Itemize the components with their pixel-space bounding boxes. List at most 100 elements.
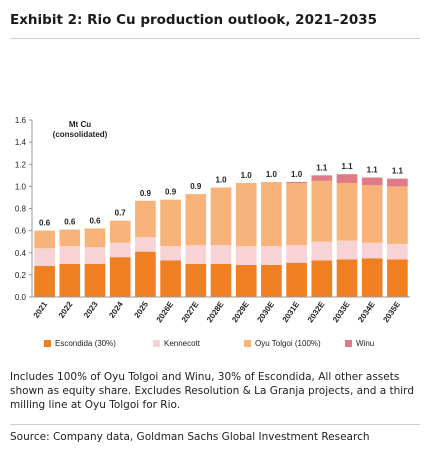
bar-segment xyxy=(59,263,81,297)
legend-swatch xyxy=(44,340,51,347)
total-label: 1.0 xyxy=(215,175,227,184)
y-tick-label: 0.4 xyxy=(15,249,27,258)
total-label: 0.7 xyxy=(115,209,127,218)
y-tick-label: 1.2 xyxy=(15,160,27,169)
legend-label: Winu xyxy=(356,339,374,348)
x-axis: 2021 2022 2023 2024 2025 2026E 2027E 2028E 2029E… xyxy=(32,296,410,324)
bar-segment xyxy=(210,245,232,264)
unit-label-line: (consolidated) xyxy=(53,130,108,139)
unit-label-line: Mt Cu xyxy=(69,120,91,129)
y-tick-label: 0.2 xyxy=(15,271,27,280)
bar-segment xyxy=(185,263,207,297)
bar-segment xyxy=(135,200,156,238)
x-tick-label: 2025 xyxy=(132,300,150,320)
x-tick-label: 2033E xyxy=(331,299,352,324)
bar-segment xyxy=(185,194,207,246)
total-label: 0.9 xyxy=(165,188,177,197)
legend-label: Oyu Tolgoi (100%) xyxy=(255,339,321,348)
bar-segment xyxy=(261,181,282,247)
production-chart: 0.0 0.2 0.4 0.6 0.8 1.0 1.2 1.4 1.6 0.6 0.6 0.6 0.7… xyxy=(15,116,410,348)
legend-swatch xyxy=(345,340,352,347)
x-tick-label: 2032E xyxy=(306,299,327,324)
bar-segment xyxy=(59,229,81,247)
total-label: 1.0 xyxy=(266,170,278,179)
total-label: 0.6 xyxy=(89,216,101,225)
bar-segment xyxy=(59,246,81,264)
bar-segment xyxy=(84,228,106,248)
bar-segment xyxy=(235,183,257,247)
total-label: 1.1 xyxy=(392,167,404,176)
bar-segment xyxy=(160,260,181,297)
x-tick-label: 2030E xyxy=(255,299,276,324)
bar-segment xyxy=(34,248,55,267)
y-tick-label: 0.0 xyxy=(15,293,27,302)
bar-segment xyxy=(387,186,408,244)
bar-segment xyxy=(311,180,333,242)
legend-label: Escondida (30%) xyxy=(55,339,116,348)
bar-segment xyxy=(336,174,358,184)
bar-segment xyxy=(311,241,333,261)
bar-segment xyxy=(109,257,131,297)
bar-segment xyxy=(361,242,383,259)
source-line: Source: Company data, Goldman Sachs Glob… xyxy=(10,431,370,443)
bar-segment xyxy=(286,245,307,263)
bar-segment xyxy=(34,230,55,249)
title-divider xyxy=(10,38,420,39)
bar-stacks xyxy=(34,174,408,297)
bar-segment xyxy=(311,260,333,297)
bar-segment xyxy=(361,258,383,297)
bar-segment xyxy=(109,220,131,243)
bar-segment xyxy=(109,242,131,258)
bar-segment xyxy=(286,262,307,297)
source-divider xyxy=(10,424,420,425)
bar-segment xyxy=(160,246,181,261)
bar-segment xyxy=(135,251,156,297)
total-label: 0.6 xyxy=(64,218,76,227)
bar-segment xyxy=(235,264,257,297)
x-tick-label: 2027E xyxy=(180,299,201,324)
chart-legend: Escondida (30%) Kennecott Oyu Tolgoi (100%… xyxy=(44,339,374,348)
x-tick-label: 2021 xyxy=(32,300,50,320)
bar-segment xyxy=(261,246,282,265)
total-label: 1.0 xyxy=(291,170,303,179)
x-tick-label: 2026E xyxy=(155,299,176,324)
total-labels: 0.6 0.6 0.6 0.7 0.9 0.9 0.9 1.0 1.0 1.0 1.0 1.1 1.1 1… xyxy=(39,162,403,227)
bar-segment xyxy=(311,175,333,181)
bar-segment xyxy=(84,263,106,297)
x-tick-label: 2024 xyxy=(107,300,125,320)
bar-segment xyxy=(336,240,358,260)
bar-segment xyxy=(361,177,383,186)
bar-segment xyxy=(210,187,232,246)
x-tick-label: 2028E xyxy=(205,299,226,324)
x-tick-label: 2029E xyxy=(230,299,251,324)
bar-segment xyxy=(34,266,55,297)
x-tick-label: 2031E xyxy=(281,299,302,324)
bar-segment xyxy=(235,246,257,265)
bar-segment xyxy=(336,259,358,297)
bar-segment xyxy=(387,243,408,260)
bar-segment xyxy=(261,264,282,297)
y-tick-label: 1.4 xyxy=(15,138,27,147)
bar-segment xyxy=(336,183,358,241)
total-label: 1.1 xyxy=(367,166,379,175)
bar-segment xyxy=(135,237,156,252)
bar-segment xyxy=(286,181,307,184)
x-tick-label: 2034E xyxy=(356,299,377,324)
bar-segment xyxy=(286,183,307,246)
bar-segment xyxy=(185,245,207,264)
total-label: 0.9 xyxy=(140,189,152,198)
x-tick-label: 2035E xyxy=(381,299,402,324)
total-label: 1.1 xyxy=(341,162,353,171)
bar-segment xyxy=(387,259,408,297)
total-label: 0.9 xyxy=(190,182,202,191)
legend-swatch xyxy=(153,340,160,347)
bar-segment xyxy=(210,263,232,297)
total-label: 1.1 xyxy=(316,163,328,172)
x-tick-label: 2022 xyxy=(57,300,75,320)
x-tick-label: 2023 xyxy=(82,300,100,320)
exhibit-title: Exhibit 2: Rio Cu production outlook, 20… xyxy=(10,12,378,28)
bar-segment xyxy=(387,178,408,187)
bar-segment xyxy=(160,199,181,247)
chart-notes: Includes 100% of Oyu Tolgoi and Winu, 30… xyxy=(10,371,414,411)
y-axis: 0.0 0.2 0.4 0.6 0.8 1.0 1.2 1.4 1.6 xyxy=(15,116,33,302)
